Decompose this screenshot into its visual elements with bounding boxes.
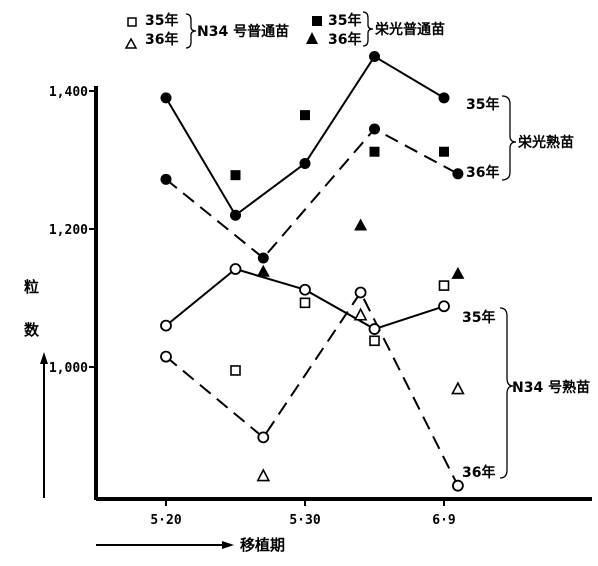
data-point [369, 123, 380, 135]
data-point [438, 280, 450, 291]
legend-group-eiko: 栄光普通苗 [374, 21, 445, 38]
data-point [299, 157, 311, 169]
data-point [229, 263, 242, 275]
x-label: 移植期 [240, 536, 285, 554]
brace-eiko [501, 95, 517, 181]
series-lines [165, 55, 459, 487]
x-tick-label: 5·30 [289, 513, 320, 528]
data-point [230, 365, 241, 376]
data-point [438, 300, 450, 313]
legend-label-eiko-36: 36年 [328, 31, 361, 48]
y-label-2: 数 [24, 321, 40, 339]
data-point [451, 479, 464, 492]
x-label-arrowhead [222, 541, 234, 549]
legend-label-eiko-35: 35年 [328, 12, 361, 29]
data-point [451, 266, 465, 279]
data-point [230, 209, 241, 221]
legend-brace-eiko [362, 11, 374, 47]
legend-label-n34-35: 35年 [145, 12, 178, 29]
brace-n34 [499, 307, 514, 479]
data-point [160, 319, 172, 332]
data-point [256, 468, 271, 482]
legend-filled-triangle [306, 32, 318, 44]
annotations: 35年 36年 栄光熟苗 35年 36年 N34 号熟苗 [462, 95, 590, 481]
data-point [354, 286, 367, 299]
x-tick-label: 6·9 [432, 513, 455, 528]
data-point [451, 381, 465, 395]
y-label-1: 粒 [24, 278, 39, 296]
data-point [369, 51, 380, 62]
legend-filled-square [312, 16, 322, 26]
data-point [299, 297, 311, 309]
series-line [165, 55, 445, 217]
data-point [257, 431, 270, 444]
data-point [439, 146, 449, 157]
data-point [368, 323, 381, 335]
y-tick-label: 1,200 [49, 223, 88, 238]
data-point [230, 170, 241, 181]
legend-brace-n34 [185, 13, 197, 49]
legend-open-triangle [124, 37, 138, 49]
data-point [452, 168, 464, 180]
y-ticks: 1,000 1,200 1,400 [49, 85, 96, 376]
data-point [300, 110, 310, 121]
legend-label-n34-36: 36年 [145, 31, 178, 48]
y-tick-label: 1,000 [49, 361, 88, 376]
ann-n34-group: N34 号熟苗 [512, 379, 590, 396]
data-point [256, 264, 270, 277]
ann-eiko-35: 35年 [466, 96, 499, 113]
y-tick-label: 1,400 [49, 85, 88, 100]
data-point [369, 146, 380, 157]
ann-n34-35: 35年 [462, 309, 495, 326]
data-point [369, 335, 380, 347]
series-markers [160, 51, 465, 492]
data-point [299, 283, 311, 296]
series-line [165, 127, 459, 260]
legend-open-square [127, 17, 137, 27]
y-label-arrowhead [40, 352, 48, 364]
legend-group-n34: N34 号普通苗 [197, 23, 289, 40]
data-point [353, 307, 368, 321]
data-point [160, 92, 172, 104]
ann-n34-36: 36年 [462, 464, 495, 481]
ann-eiko-36: 36年 [466, 164, 499, 181]
data-point [160, 350, 172, 363]
series-line [165, 290, 459, 487]
x-ticks: 5·20 5·30 6·9 [150, 499, 456, 528]
ann-eiko-group: 栄光熟苗 [517, 134, 574, 151]
data-point [257, 252, 269, 264]
data-point [438, 92, 450, 104]
data-point [354, 218, 368, 231]
data-point [160, 173, 172, 185]
legend: 35年 36年 N34 号普通苗 35年 36年 栄光普通苗 [124, 11, 445, 49]
x-tick-label: 5·20 [150, 513, 181, 528]
